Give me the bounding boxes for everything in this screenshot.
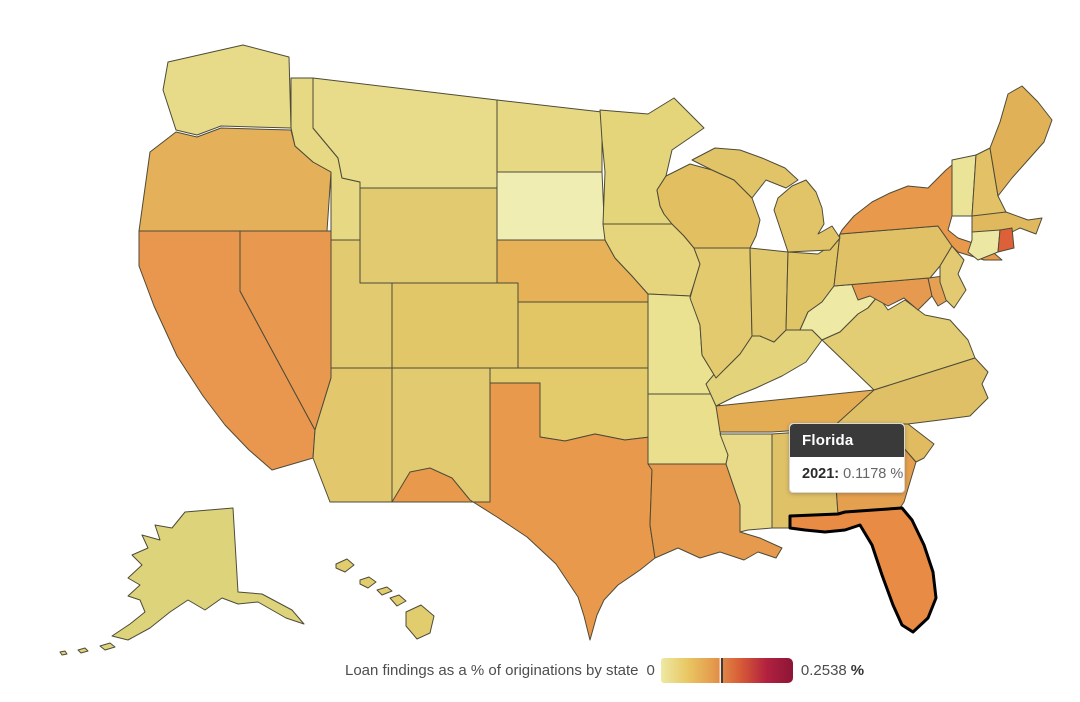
state-nd[interactable] — [496, 99, 603, 173]
state-nj[interactable] — [939, 245, 967, 309]
state-ak[interactable] — [59, 507, 305, 656]
state-mt[interactable] — [312, 77, 498, 189]
legend-max-value: 0.2538 — [800, 661, 847, 679]
state-wy[interactable] — [359, 187, 498, 284]
tooltip-value: 0.1178 % — [843, 466, 904, 482]
state-co[interactable] — [391, 282, 519, 369]
legend-gradient-bar[interactable] — [660, 657, 793, 683]
legend-marker — [721, 657, 724, 683]
tooltip-value-row: 2021: 0.1178 % — [790, 457, 904, 492]
state-ks[interactable] — [517, 301, 649, 369]
map-tooltip: Florida 2021: 0.1178 % — [789, 423, 905, 493]
state-wa[interactable] — [162, 44, 292, 136]
state-in[interactable] — [749, 247, 789, 343]
tooltip-year-label: 2021: — [802, 466, 840, 482]
legend-max-label: 0.2538% — [801, 662, 864, 679]
state-sd[interactable] — [496, 171, 606, 241]
legend-unit-label: % — [850, 661, 865, 679]
legend-title: Loan findings as a % of originations by … — [345, 661, 639, 679]
state-ny[interactable] — [839, 159, 1003, 261]
state-mi[interactable] — [691, 147, 841, 253]
legend-min-label: 0 — [646, 661, 655, 679]
state-me[interactable] — [989, 85, 1053, 197]
state-ri[interactable] — [997, 227, 1015, 253]
state-tx[interactable] — [391, 382, 656, 641]
legend: Loan findings as a % of originations by … — [345, 656, 864, 684]
states-layer — [59, 44, 1053, 656]
state-fl[interactable] — [788, 506, 938, 634]
state-hi[interactable] — [335, 558, 435, 640]
tooltip-state-name: Florida — [790, 424, 904, 457]
